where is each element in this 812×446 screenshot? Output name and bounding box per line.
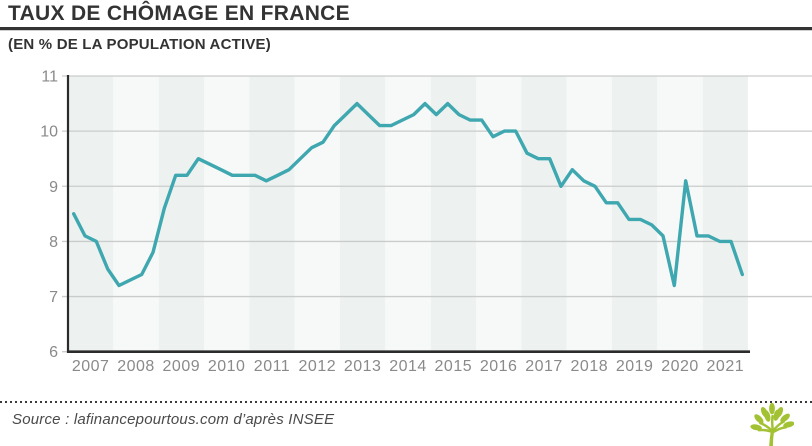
unemployment-rate-line-chart: 2007 2008 2009 2010 2011 2012 2013 2014 2015 2016… (40, 69, 812, 375)
x-axis-label: 2015 (435, 358, 473, 375)
x-axis-label: 2016 (480, 358, 518, 375)
year-band (385, 76, 431, 352)
x-axis-label: 2010 (208, 358, 246, 375)
page-title: TAUX DE CHÔMAGE EN FRANCE (8, 2, 350, 25)
x-axis-label: 2013 (344, 358, 382, 375)
unemployment-series-line (71, 101, 744, 288)
page-subtitle: (EN % DE LA POPULATION ACTIVE) (8, 36, 271, 53)
tree-logo-part (759, 421, 774, 433)
tree-logo-part (750, 424, 762, 431)
year-band (476, 76, 522, 352)
x-axis-label: 2020 (661, 358, 699, 375)
x-axis-label: 2021 (707, 358, 745, 375)
y-axis-label: 6 (49, 344, 58, 361)
tree-logo-part (769, 430, 775, 446)
footer-divider (0, 401, 812, 403)
year-band (612, 76, 658, 352)
year-band (249, 76, 295, 352)
x-axis-label: 2018 (571, 358, 609, 375)
x-axis-label: 2009 (163, 358, 201, 375)
x-axis-label: 2019 (616, 358, 654, 375)
y-axis-label: 11 (41, 69, 58, 86)
year-band (204, 76, 250, 352)
year-band (158, 76, 204, 352)
year-band (657, 76, 703, 352)
y-axis-label: 8 (49, 234, 58, 251)
x-axis-label: 2012 (299, 358, 337, 375)
year-band (521, 76, 567, 352)
tree-logo-part (773, 409, 780, 421)
tree-logo-part (754, 414, 764, 424)
tree-logo-icon (750, 403, 794, 446)
source-text: Source : lafinancepourtous.com d’après I… (12, 411, 335, 428)
tree-logo-part (764, 410, 771, 422)
tree-logo-part (770, 414, 774, 432)
y-axis-label: 9 (49, 179, 58, 196)
x-axis-label: 2014 (389, 358, 427, 375)
year-band (340, 76, 386, 352)
tree-logo-part (769, 403, 775, 415)
tree-logo-part (757, 428, 774, 434)
y-axis-label: 10 (40, 124, 58, 141)
x-axis-label: 2007 (72, 358, 110, 375)
x-axis-label: 2011 (254, 358, 290, 375)
tree-logo-part (783, 421, 794, 428)
year-band (113, 76, 159, 352)
tree-logo-part (780, 413, 790, 423)
year-band (430, 76, 476, 352)
x-axis-label: 2008 (117, 358, 155, 375)
y-axis-label: 7 (49, 289, 58, 306)
tree-logo-part (772, 426, 788, 434)
year-band (294, 76, 340, 352)
year-band (566, 76, 612, 352)
x-axis-label: 2017 (525, 358, 563, 375)
year-band (702, 76, 748, 352)
title-divider (0, 27, 812, 31)
